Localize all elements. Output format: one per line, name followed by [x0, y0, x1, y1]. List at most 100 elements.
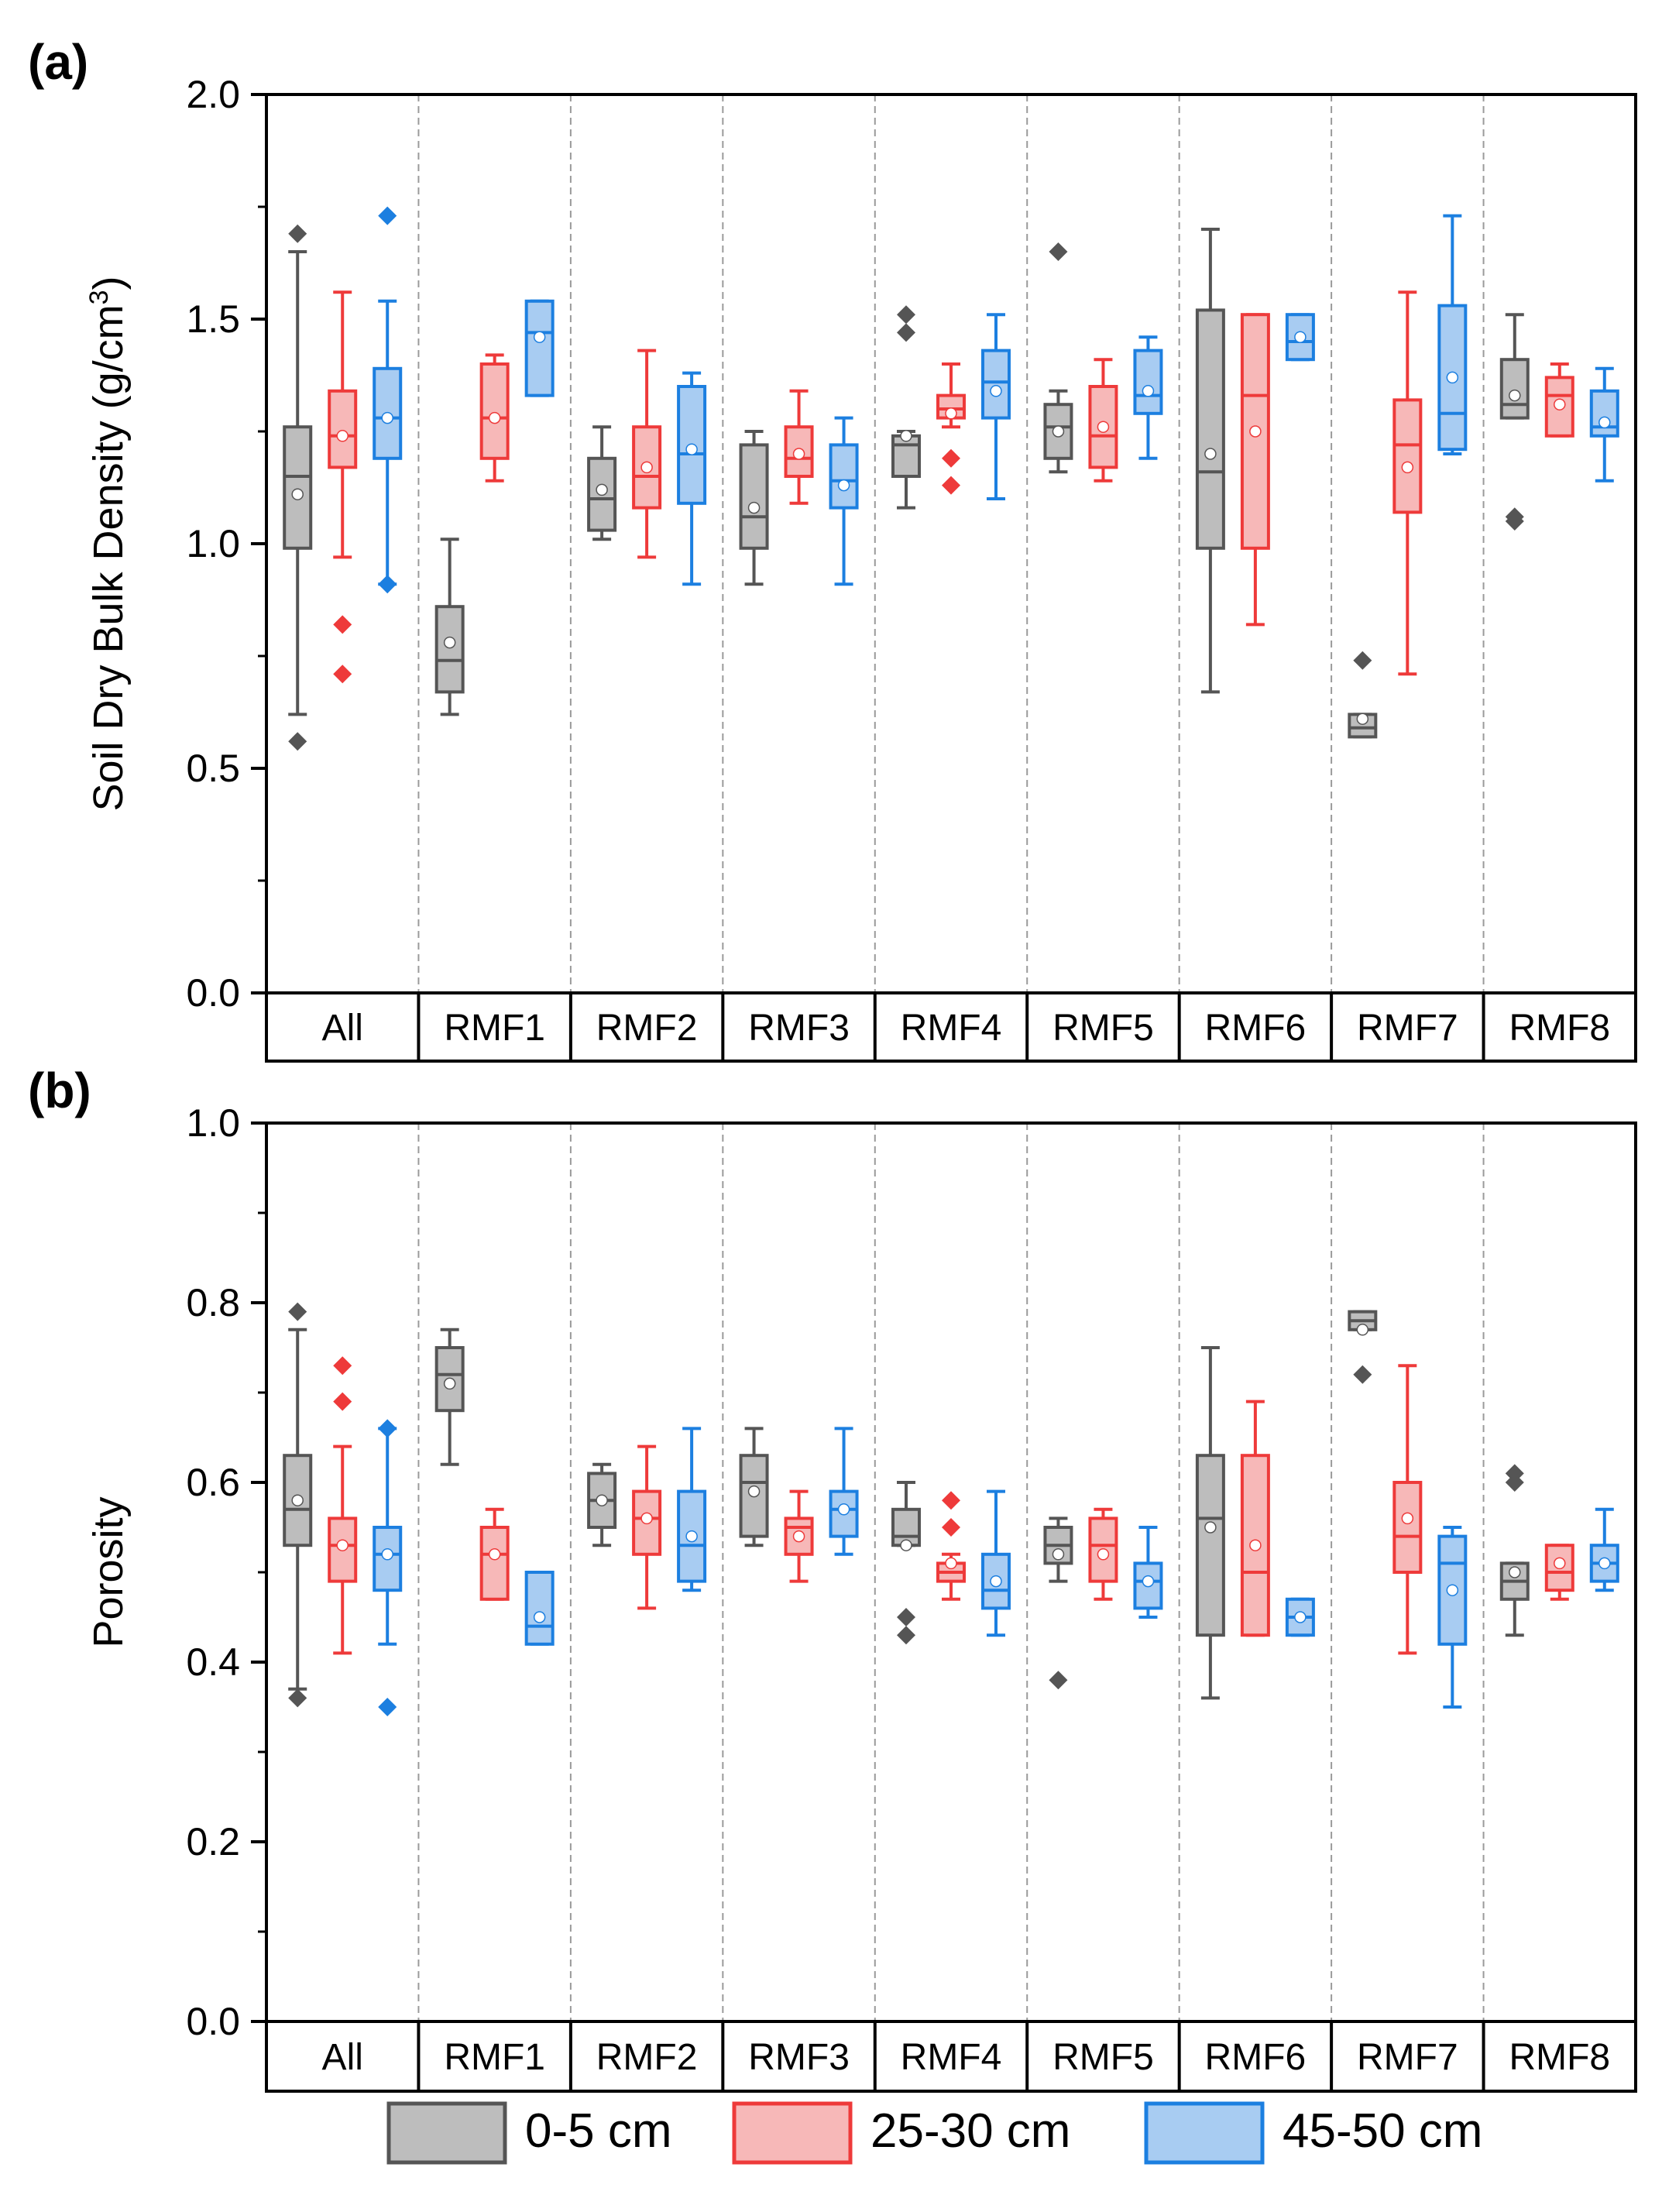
category-label: RMF4	[901, 2037, 1002, 2078]
outlier-point	[333, 1356, 352, 1376]
outlier-point	[378, 206, 397, 225]
box-rmf1-25-30cm	[479, 1507, 510, 1601]
mean-marker	[1356, 1324, 1369, 1336]
mean-marker	[945, 407, 957, 420]
box-rmf1-45-50cm	[524, 1571, 555, 1646]
mean-marker	[336, 430, 349, 442]
box-rmf3-45-50cm	[829, 1427, 859, 1556]
outlier-point	[942, 1491, 960, 1510]
box-all-0-5cm	[283, 224, 313, 751]
mean-marker	[1598, 1557, 1611, 1570]
box-rmf5-0-5cm	[1043, 1516, 1073, 1690]
outlier-point	[333, 1392, 352, 1411]
box-iqr	[1195, 1454, 1225, 1637]
mean-marker	[990, 385, 1002, 397]
box-rmf1-45-50cm	[524, 299, 555, 397]
y-axis-label-superscript: 3	[84, 290, 114, 304]
box-rmf3-25-30cm	[784, 389, 814, 505]
box-iqr	[1589, 389, 1619, 438]
legend-swatch	[386, 2101, 507, 2165]
outlier-point	[897, 323, 915, 342]
y-tick-label: 0.0	[186, 971, 240, 1015]
y-tick-label: 2.0	[186, 73, 240, 116]
outlier-point	[1049, 1671, 1068, 1690]
outlier-point	[942, 1518, 960, 1537]
box-rmf4-45-50cm	[981, 313, 1011, 500]
outlier-point	[288, 732, 307, 751]
box-rmf3-0-5cm	[739, 430, 769, 586]
box-rmf4-0-5cm	[891, 305, 921, 510]
box-rmf8-0-5cm	[1499, 1464, 1530, 1637]
mean-marker	[1142, 385, 1155, 397]
mean-marker	[488, 1548, 501, 1561]
mean-marker	[1401, 461, 1414, 474]
panel-label: (b)	[28, 1063, 91, 1118]
box-rmf6-0-5cm	[1195, 228, 1225, 694]
mean-marker	[291, 1494, 304, 1506]
box-rmf4-25-30cm	[936, 1491, 966, 1601]
mean-marker	[1294, 1611, 1307, 1623]
outlier-point	[288, 224, 307, 243]
mean-marker	[990, 1575, 1002, 1588]
category-label: RMF1	[444, 2037, 545, 2078]
outlier-point	[378, 1698, 397, 1716]
mean-marker	[596, 483, 608, 496]
legend-swatch	[732, 2101, 853, 2165]
mean-marker	[533, 1611, 546, 1623]
outlier-point	[1505, 512, 1524, 531]
box-all-45-50cm	[373, 1419, 403, 1716]
category-label: RMF3	[748, 1008, 850, 1049]
box-rmf3-0-5cm	[739, 1427, 769, 1547]
category-strip	[265, 2020, 1637, 2093]
mean-marker	[443, 636, 456, 649]
legend-label: 45-50 cm	[1283, 2104, 1482, 2158]
legend-label: 25-30 cm	[870, 2104, 1070, 2158]
category-label: RMF7	[1357, 1008, 1458, 1049]
outlier-point	[288, 1688, 307, 1708]
mean-marker	[1249, 425, 1262, 438]
box-rmf5-0-5cm	[1043, 242, 1073, 474]
mean-marker	[1401, 1512, 1414, 1525]
box-rmf8-0-5cm	[1499, 313, 1530, 531]
box-iqr	[739, 443, 769, 550]
mean-marker	[381, 1548, 393, 1561]
mean-marker	[291, 488, 304, 500]
box-all-0-5cm	[283, 1302, 313, 1708]
category-label: All	[322, 2037, 363, 2078]
panel-b: (b) 0.0 0.2 0.4 0.6 0.8 1.0 Porosity All RMF1 RMF2…	[28, 1063, 1637, 2093]
mean-marker	[685, 443, 698, 455]
box-rmf7-0-5cm	[1348, 651, 1378, 739]
mean-marker	[945, 1557, 957, 1570]
box-rmf8-25-30cm	[1544, 362, 1574, 438]
mean-marker	[640, 461, 653, 474]
category-label: RMF2	[596, 1008, 698, 1049]
box-iqr	[829, 443, 859, 510]
box-rmf2-25-30cm	[632, 349, 662, 559]
mean-marker	[1204, 1521, 1217, 1534]
category-label: RMF4	[901, 1008, 1002, 1049]
box-rmf7-25-30cm	[1392, 1364, 1423, 1655]
box-rmf4-45-50cm	[981, 1489, 1011, 1637]
box-iqr	[479, 362, 510, 460]
outlier-point	[1353, 1365, 1372, 1384]
mean-marker	[792, 448, 805, 460]
box-iqr	[1133, 349, 1163, 415]
box-rmf2-0-5cm	[587, 1462, 617, 1547]
box-rmf4-25-30cm	[936, 362, 966, 495]
mean-marker	[1509, 389, 1521, 402]
box-all-45-50cm	[373, 206, 403, 594]
box-rmf8-25-30cm	[1544, 1544, 1574, 1601]
mean-marker	[1554, 398, 1566, 410]
mean-marker	[747, 501, 761, 514]
mean-marker	[837, 479, 850, 492]
outlier-point	[378, 575, 397, 594]
box-iqr	[328, 389, 358, 469]
mean-marker	[1052, 425, 1065, 438]
outlier-point	[378, 1419, 397, 1438]
box-rmf6-45-50cm	[1285, 1597, 1315, 1637]
box-rmf4-0-5cm	[891, 1481, 921, 1645]
mean-marker	[1097, 1548, 1110, 1561]
box-rmf5-45-50cm	[1133, 335, 1163, 460]
outlier-point	[1353, 651, 1372, 670]
